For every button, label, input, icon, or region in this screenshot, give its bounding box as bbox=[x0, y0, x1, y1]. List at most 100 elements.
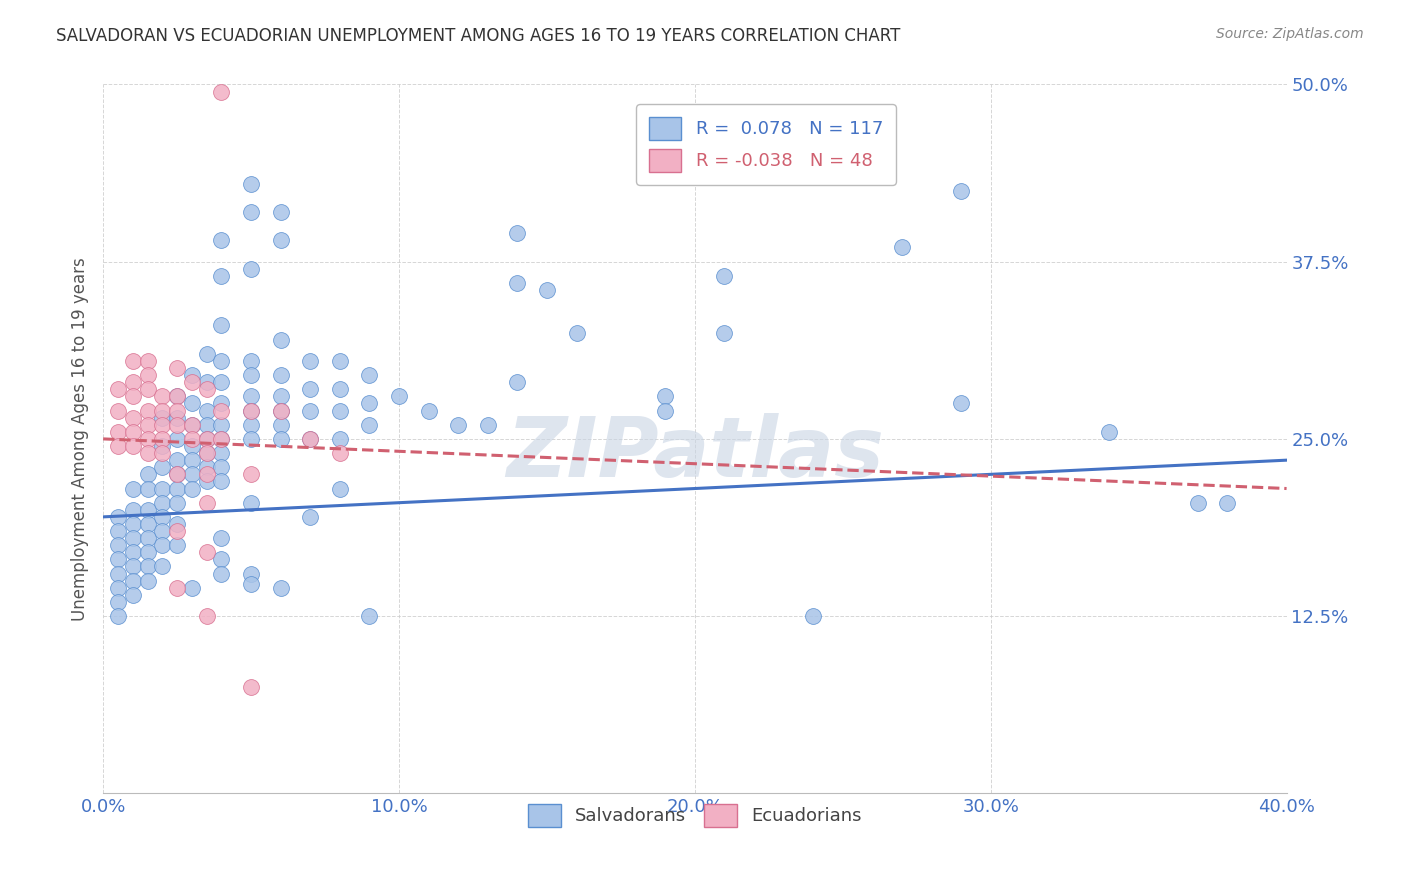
Point bbox=[270, 403, 292, 417]
Point bbox=[270, 333, 292, 347]
Point bbox=[107, 382, 129, 396]
Point bbox=[654, 403, 676, 417]
Point bbox=[107, 403, 129, 417]
Point bbox=[150, 439, 173, 453]
Point bbox=[195, 347, 218, 361]
Point bbox=[136, 467, 159, 482]
Point bbox=[240, 177, 263, 191]
Point bbox=[359, 417, 381, 432]
Point bbox=[240, 566, 263, 581]
Point bbox=[136, 503, 159, 517]
Point bbox=[166, 410, 188, 425]
Point bbox=[150, 524, 173, 538]
Point bbox=[240, 680, 263, 694]
Point bbox=[166, 432, 188, 446]
Point bbox=[950, 184, 973, 198]
Point bbox=[166, 496, 188, 510]
Point bbox=[136, 531, 159, 545]
Point bbox=[136, 432, 159, 446]
Point bbox=[329, 482, 352, 496]
Point bbox=[150, 403, 173, 417]
Point bbox=[270, 205, 292, 219]
Point bbox=[166, 467, 188, 482]
Point bbox=[107, 509, 129, 524]
Point bbox=[329, 446, 352, 460]
Point bbox=[136, 382, 159, 396]
Point bbox=[150, 432, 173, 446]
Point bbox=[195, 403, 218, 417]
Point bbox=[359, 609, 381, 624]
Point bbox=[195, 446, 218, 460]
Point bbox=[240, 496, 263, 510]
Point bbox=[329, 432, 352, 446]
Point bbox=[211, 268, 233, 283]
Point bbox=[195, 432, 218, 446]
Point bbox=[299, 432, 322, 446]
Point bbox=[195, 496, 218, 510]
Point bbox=[447, 417, 470, 432]
Point bbox=[211, 531, 233, 545]
Point bbox=[211, 396, 233, 410]
Point bbox=[180, 439, 202, 453]
Point bbox=[121, 425, 143, 439]
Point bbox=[270, 389, 292, 403]
Point bbox=[270, 368, 292, 383]
Point bbox=[180, 417, 202, 432]
Point bbox=[299, 403, 322, 417]
Point bbox=[136, 545, 159, 559]
Point bbox=[211, 403, 233, 417]
Point bbox=[1216, 496, 1239, 510]
Point bbox=[195, 467, 218, 482]
Point bbox=[211, 85, 233, 99]
Point bbox=[329, 403, 352, 417]
Point bbox=[713, 268, 735, 283]
Point bbox=[195, 446, 218, 460]
Point bbox=[136, 574, 159, 588]
Point bbox=[136, 354, 159, 368]
Point bbox=[121, 410, 143, 425]
Point bbox=[506, 375, 529, 389]
Point bbox=[121, 531, 143, 545]
Point bbox=[150, 496, 173, 510]
Point bbox=[506, 227, 529, 241]
Y-axis label: Unemployment Among Ages 16 to 19 years: Unemployment Among Ages 16 to 19 years bbox=[72, 257, 89, 621]
Point bbox=[166, 581, 188, 595]
Point bbox=[240, 403, 263, 417]
Point bbox=[240, 403, 263, 417]
Point bbox=[107, 524, 129, 538]
Point bbox=[180, 581, 202, 595]
Point bbox=[240, 354, 263, 368]
Point bbox=[107, 439, 129, 453]
Text: ZIPatlas: ZIPatlas bbox=[506, 413, 884, 493]
Point bbox=[166, 453, 188, 467]
Point bbox=[329, 354, 352, 368]
Point bbox=[107, 566, 129, 581]
Point bbox=[150, 410, 173, 425]
Point bbox=[240, 205, 263, 219]
Point bbox=[329, 382, 352, 396]
Point bbox=[180, 375, 202, 389]
Point bbox=[180, 467, 202, 482]
Point bbox=[121, 545, 143, 559]
Point bbox=[299, 354, 322, 368]
Point bbox=[180, 417, 202, 432]
Point bbox=[195, 475, 218, 489]
Point bbox=[270, 417, 292, 432]
Point bbox=[166, 524, 188, 538]
Point bbox=[107, 538, 129, 552]
Point bbox=[211, 432, 233, 446]
Point bbox=[166, 417, 188, 432]
Point bbox=[211, 234, 233, 248]
Point bbox=[211, 460, 233, 475]
Point bbox=[150, 446, 173, 460]
Point bbox=[477, 417, 499, 432]
Point bbox=[950, 396, 973, 410]
Point bbox=[107, 609, 129, 624]
Point bbox=[180, 482, 202, 496]
Point bbox=[107, 581, 129, 595]
Point bbox=[150, 509, 173, 524]
Point bbox=[211, 354, 233, 368]
Point bbox=[654, 389, 676, 403]
Point bbox=[180, 432, 202, 446]
Point bbox=[240, 467, 263, 482]
